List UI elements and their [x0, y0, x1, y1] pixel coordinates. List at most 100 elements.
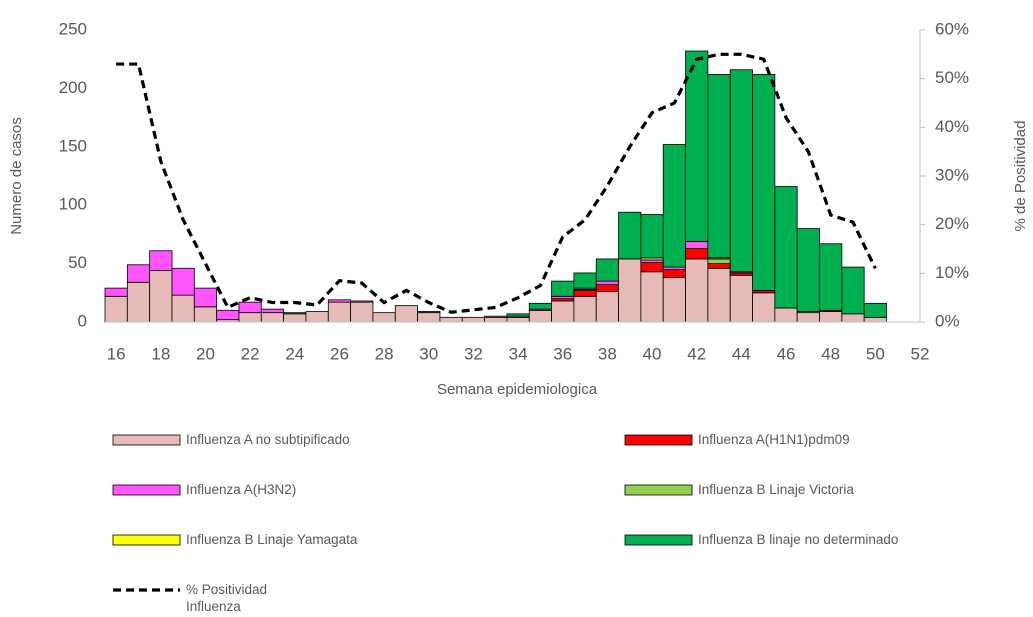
x-tick-label: 24 [285, 344, 304, 363]
legend-swatch [112, 534, 181, 546]
bar-segment [193, 287, 218, 308]
bar-segment [484, 315, 508, 318]
bar-segment [260, 308, 285, 314]
bar-segment [283, 312, 307, 315]
bar-segment [774, 186, 798, 309]
x-axis-title: Semana epidemiologica [437, 381, 598, 398]
bar-segment [752, 292, 776, 323]
x-tick-label: 16 [107, 344, 126, 363]
bar-segment [640, 262, 664, 273]
legend-label: Influenza A(H1N1)pdm09 [698, 432, 850, 447]
bar-segment [595, 258, 619, 282]
bar-segment [595, 284, 619, 293]
y-tick-label: 50 [68, 253, 87, 272]
y-tick-label: 100 [59, 195, 87, 214]
bar-segment [327, 301, 352, 323]
bar-segment [729, 274, 753, 323]
bar-segment [305, 311, 329, 323]
bar-segment [595, 291, 619, 323]
x-tick-label: 28 [375, 344, 394, 363]
bar-segment [327, 299, 352, 303]
x-tick-label: 42 [687, 344, 706, 363]
x-tick-label: 52 [911, 344, 930, 363]
bar-segment [841, 266, 865, 315]
y-tick-label: 250 [59, 19, 87, 38]
bar-segment [238, 301, 262, 314]
x-tick-label: 18 [151, 344, 170, 363]
bar-segment [707, 263, 731, 269]
bar-segment [171, 294, 195, 323]
bar-segment [662, 277, 686, 323]
legend-swatch [624, 484, 693, 496]
legend-swatch [624, 434, 693, 446]
bar-segment [551, 300, 575, 323]
x-tick-label: 40 [643, 344, 662, 363]
legend-label: Influenza B Linaje Victoria [698, 482, 854, 497]
bar-segment [216, 309, 240, 321]
y2-tick-label: 30% [935, 165, 969, 184]
bar-segment [528, 302, 552, 310]
legend-label: Influenza B Linaje Yamagata [186, 532, 358, 547]
bar-segment [350, 300, 374, 303]
x-tick-label: 30 [419, 344, 438, 363]
x-tick-label: 38 [598, 344, 617, 363]
bar-segment [551, 280, 575, 297]
line [116, 52, 877, 314]
bar-segment [640, 271, 664, 323]
bar-segment [104, 287, 128, 297]
bar-segment [350, 301, 374, 323]
legend-swatch [624, 534, 693, 546]
x-tick-label: 48 [821, 344, 840, 363]
bar-segment [461, 316, 485, 323]
x-tick-label: 26 [330, 344, 349, 363]
bar-segment [417, 311, 441, 314]
bar-segment [171, 267, 195, 296]
x-tick-label: 20 [196, 344, 215, 363]
y2-axis-title: % de Positividad [1012, 121, 1029, 232]
bar-segment [685, 50, 709, 242]
y2-tick-label: 0% [935, 311, 960, 330]
bar-segment [707, 258, 731, 265]
bar-segment [283, 313, 307, 323]
bar-segment [841, 313, 865, 323]
legend-label: % Positividad Influenza [186, 582, 268, 614]
bar-segment [126, 281, 151, 323]
bar-segment [149, 250, 173, 272]
bar-segment [685, 241, 709, 249]
bar-segment [573, 295, 597, 323]
legend-swatch [112, 434, 181, 446]
bar-segment [260, 312, 285, 323]
x-tick-label: 50 [866, 344, 885, 363]
bar-segment [796, 228, 820, 312]
y2-tick-label: 20% [935, 214, 969, 233]
y2-tick-label: 40% [935, 117, 969, 136]
bar-segment [149, 270, 173, 323]
bar-segment [618, 211, 642, 260]
y2-tick-label: 60% [935, 19, 969, 38]
bar-segment [707, 73, 731, 259]
bar-segment [506, 316, 530, 323]
bar-segment [640, 214, 664, 259]
bar-segment [863, 316, 887, 323]
y-tick-label: 200 [59, 78, 87, 97]
bar-segment [193, 306, 218, 323]
bar-segment [506, 313, 530, 317]
bar-segment [372, 312, 396, 323]
x-tick-label: 44 [732, 344, 751, 363]
bar-segment [573, 272, 597, 289]
legend-label: Influenza A no subtipificado [186, 432, 350, 447]
bar-segment [863, 302, 887, 318]
bar-segment [104, 295, 128, 323]
x-tick-label: 22 [241, 344, 260, 363]
bar-segment [573, 290, 597, 297]
bar-segment [417, 312, 441, 323]
bar-segment [484, 316, 508, 323]
bar-segment [126, 264, 151, 283]
bar-segment [819, 243, 843, 311]
y2-tick-label: 50% [935, 68, 969, 87]
bar-segment [238, 312, 262, 323]
legend-label: Influenza A(H3N2) [186, 482, 297, 497]
legend-label: Influenza B linaje no determinado [698, 532, 899, 547]
